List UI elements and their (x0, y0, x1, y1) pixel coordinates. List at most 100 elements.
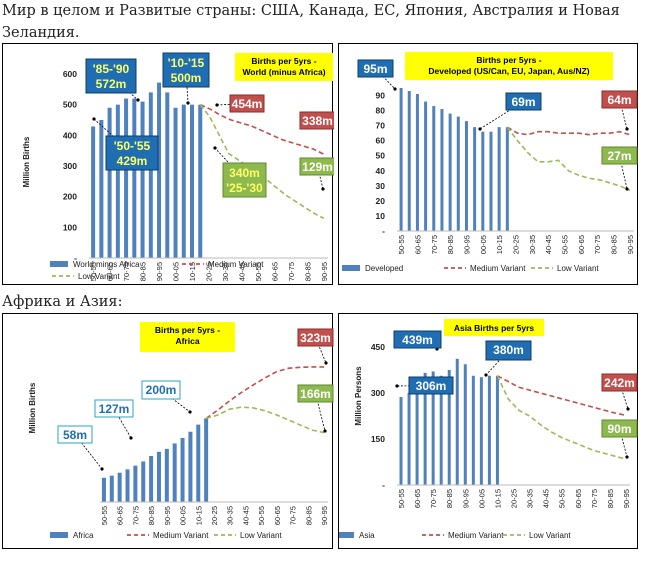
chart-africa: Million Births 50-55 60-65 70-75 80-85 90-95 0… (2, 313, 334, 549)
chart-title: Births per 5yrs -World (minus Africa) (242, 56, 325, 77)
x-tick-label: 60-65 (106, 262, 115, 281)
bar (495, 375, 499, 485)
bar (172, 443, 177, 502)
series-low-variant (506, 126, 631, 192)
y-tick-label: 20 (376, 196, 386, 206)
legend-label: World minus Africa (73, 260, 140, 269)
caption-bottom: Африка и Азия: (2, 294, 123, 310)
legend-label: Medium Variant (153, 531, 209, 540)
x-tick-label: 00-05 (179, 506, 188, 525)
x-tick-label: 60-65 (116, 506, 125, 525)
y-tick-label: 400 (63, 130, 77, 140)
bar (471, 375, 475, 485)
x-tick-label: 10-15 (194, 506, 203, 525)
annotation-label: 95m (363, 62, 387, 76)
annotation-box (357, 59, 394, 78)
x-tick-label: 80-85 (139, 262, 148, 281)
annotation-box (141, 380, 181, 400)
bar (124, 98, 129, 259)
annotation-box (299, 111, 334, 130)
x-tick-label: 70-75 (131, 506, 140, 525)
y-tick-label: 150 (371, 434, 385, 444)
bar (424, 101, 428, 231)
x-tick-label: 90-95 (163, 506, 172, 525)
annotation-box (601, 419, 638, 438)
annotation-label: 242m (604, 376, 635, 390)
series-medium-variant (205, 366, 325, 420)
bar (399, 397, 403, 485)
bar (164, 448, 169, 502)
caption-top: Мир в целом и Развитые страны: США, Кана… (2, 3, 620, 41)
annotation-arrow-head (100, 467, 104, 471)
bar (101, 477, 106, 502)
x-tick-label: 90-95 (320, 262, 329, 281)
legend-label: Low Variant (240, 531, 282, 540)
y-tick-label: - (382, 226, 385, 236)
x-tick-label: 70-75 (289, 506, 298, 525)
annotation-arrow-head (188, 410, 192, 414)
annotation-box (601, 373, 638, 392)
bar (117, 472, 122, 502)
annotation-arrow-head (321, 187, 325, 191)
bar (173, 107, 178, 258)
x-tick-label: 30-35 (221, 262, 230, 281)
x-tick-label: 10-15 (495, 235, 504, 254)
bar (415, 381, 419, 485)
bar (190, 104, 195, 258)
chart-world: - 100 200 300 400 500 600 Million Births 50-55 60… (2, 43, 334, 285)
bar (432, 106, 436, 231)
annotation-label: '85-'90 572m (93, 62, 130, 91)
x-tick-label: 10-15 (493, 489, 502, 508)
x-tick-label: 60-65 (270, 262, 279, 281)
x-tick-label: 20-25 (512, 235, 521, 254)
bar (447, 370, 451, 485)
x-tick-label: 20-25 (210, 506, 219, 525)
legend-label: Medium Variant (448, 531, 504, 540)
x-tick-label: 80-85 (303, 262, 312, 281)
legend-label: Low Variant (529, 531, 571, 540)
y-tick-label: 300 (63, 161, 77, 171)
x-tick-label: 90-95 (320, 506, 329, 525)
y-tick-label: 80 (376, 106, 386, 116)
x-tick-label: 80-85 (445, 489, 454, 508)
x-tick-label: 50-55 (257, 506, 266, 525)
annotation-box (229, 94, 265, 113)
chart-title: Births per 5yrs -Developed (US/Can, EU, … (428, 55, 589, 76)
y-tick-label: - (74, 253, 77, 263)
annotation-label: 380m (493, 343, 524, 357)
bar (133, 465, 138, 502)
annotation-label: 340m '25-'30 (226, 166, 263, 195)
legend-label: Low Variant (557, 264, 599, 273)
annotation-arrow (113, 408, 132, 439)
bar (109, 475, 114, 502)
bar (157, 82, 162, 258)
bar (125, 469, 130, 502)
annotation-box (57, 425, 93, 444)
y-tick-label: 90 (376, 91, 386, 101)
bar (181, 104, 186, 258)
annotation-label: 90m (607, 422, 631, 436)
bar (156, 451, 161, 502)
x-tick-label: 70-75 (287, 262, 296, 281)
annotation-arrow-head (92, 117, 96, 121)
legend-label: Developed (365, 264, 403, 273)
bar (399, 88, 403, 231)
x-tick-label: 50-55 (89, 262, 98, 281)
annotation-box (162, 52, 210, 88)
series-medium-variant (497, 375, 627, 417)
x-tick-label: 40-45 (241, 506, 250, 525)
bar (99, 120, 104, 258)
x-tick-label: 60-65 (273, 506, 282, 525)
x-tick-label: 50-55 (397, 489, 406, 508)
legend-swatch-bar (50, 532, 68, 538)
bar (489, 131, 493, 231)
bar (107, 107, 112, 258)
bar (91, 126, 96, 258)
title-box (235, 53, 333, 81)
y-tick-label: 500 (63, 100, 77, 110)
annotation-label: 454m (232, 97, 263, 111)
annotation-label: 127m (99, 402, 130, 416)
annotation-arrow-head (324, 361, 328, 365)
annotation-arrow-head (186, 101, 190, 105)
annotation-arrow-head (625, 187, 629, 191)
